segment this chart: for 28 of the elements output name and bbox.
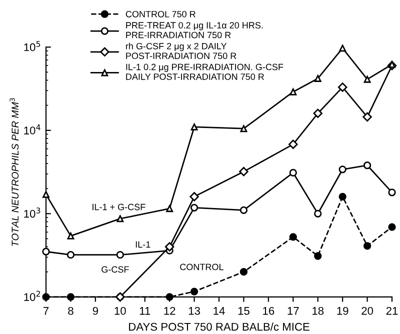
x-tick-label: 13 (188, 306, 200, 315)
x-tick-label: 15 (238, 307, 250, 315)
x-tick-label: 21 (386, 306, 398, 315)
x-tick-label: 11 (140, 307, 150, 315)
annotation: G-CSF (102, 266, 129, 273)
y-tick-label: 10$^{5}$ (24, 41, 40, 52)
y-tick-label: 10$^{4}$ (24, 124, 40, 134)
x-tick-label: 8 (68, 306, 74, 315)
annotation: IL-1 + G-CSF (92, 204, 146, 210)
y-tick-label: 10$^{3}$ (24, 208, 40, 218)
x-tick-label: 12 (164, 306, 176, 315)
legend-label: CONTROL 750 R (126, 10, 196, 18)
annotation: IL-1 (136, 241, 150, 248)
x-axis-title: DAYS POST 750 RAD BALB/c MICE (129, 322, 310, 331)
x-tick-label: 9 (92, 306, 98, 315)
x-tick-label: 19 (337, 306, 348, 315)
x-tick-label: 16 (263, 306, 274, 315)
x-tick-label: 14 (214, 307, 225, 315)
x-tick-label: 7 (43, 307, 49, 315)
y-tick-label: 10$^{2}$ (24, 290, 40, 301)
legend-label: IL-1 0.2 μg PRE-IRRADIATION. G-CSF DAILY POST-IRRADIATION 750 R (126, 64, 284, 80)
x-tick-label: 17 (288, 307, 299, 315)
x-tick-label: 20 (362, 306, 374, 315)
legend-label: rh G-CSF 2 μg x 2 DAILY POST-IRRADIATION 750 R (126, 42, 236, 60)
x-tick-label: 18 (312, 306, 324, 315)
y-axis-title: TOTAL NEUTROPHILS PER MM$^{3}$ (10, 98, 19, 246)
x-tick-label: 10 (114, 306, 126, 315)
annotation: CONTROL (180, 264, 224, 270)
